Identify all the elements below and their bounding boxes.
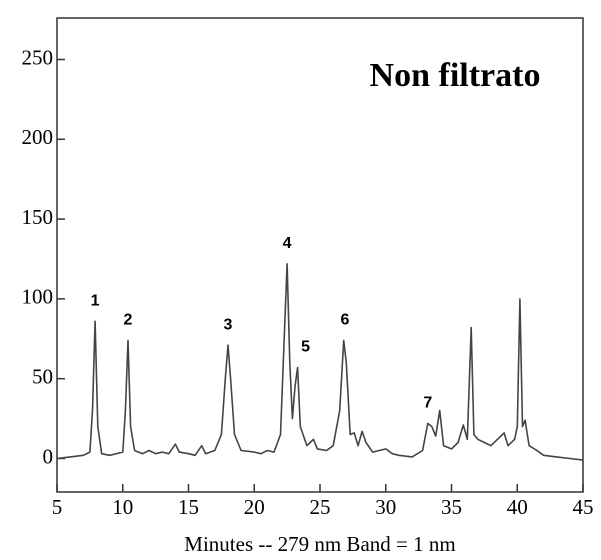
x-tick-label: 20 (244, 495, 265, 519)
peak-label: 2 (124, 312, 133, 329)
y-tick-label: 0 (43, 444, 54, 468)
x-tick-label: 45 (573, 495, 594, 519)
y-tick-label: 250 (22, 45, 54, 69)
x-tick-label: 25 (310, 495, 331, 519)
y-tick-label: 150 (22, 205, 54, 229)
x-tick-label: 35 (441, 495, 462, 519)
peak-label: 6 (341, 312, 350, 329)
x-tick-label: 40 (507, 495, 528, 519)
x-tick-label: 30 (375, 495, 396, 519)
x-tick-label: 5 (52, 495, 63, 519)
y-tick-label: 200 (22, 125, 54, 149)
peak-label: 1 (91, 292, 100, 309)
peak-label: 4 (283, 235, 292, 252)
y-tick-label: 100 (22, 285, 54, 309)
peak-label: 3 (223, 316, 232, 333)
x-axis-label: Minutes -- 279 nm Band = 1 nm (184, 532, 455, 556)
chart-title: Non filtrato (370, 57, 541, 94)
chromatogram-line (56, 263, 584, 461)
peak-label: 5 (301, 339, 310, 356)
x-tick-label: 15 (178, 495, 199, 519)
peak-label: 7 (423, 395, 432, 412)
y-tick-label: 50 (32, 364, 53, 388)
x-tick-label: 10 (112, 495, 133, 519)
